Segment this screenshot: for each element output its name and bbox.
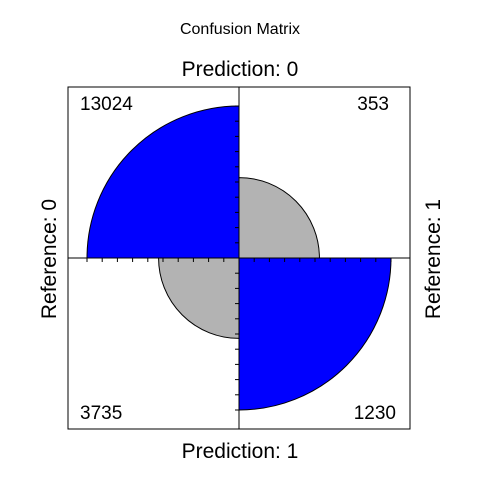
sector-pred0-ref1: [238, 177, 320, 259]
cell-count-pred1-ref0: 3735: [80, 403, 122, 424]
sector-pred0-ref0: [86, 105, 240, 259]
sector-pred1-ref0: [158, 257, 240, 339]
cell-count-pred1-ref1: 1230: [354, 403, 396, 424]
cell-count-pred0-ref0: 13024: [80, 94, 133, 115]
row-label-reference-1: Reference: 1: [422, 199, 445, 319]
column-label-prediction-0: Prediction: 0: [182, 58, 299, 81]
sector-pred1-ref1: [238, 257, 392, 411]
column-label-prediction-1: Prediction: 1: [182, 440, 299, 463]
quadrant-sectors: [86, 105, 392, 411]
chart-title: Confusion Matrix: [180, 21, 300, 38]
cell-count-pred0-ref1: 353: [357, 94, 389, 115]
row-label-reference-0: Reference: 0: [38, 199, 61, 319]
center-axes: [68, 87, 410, 429]
